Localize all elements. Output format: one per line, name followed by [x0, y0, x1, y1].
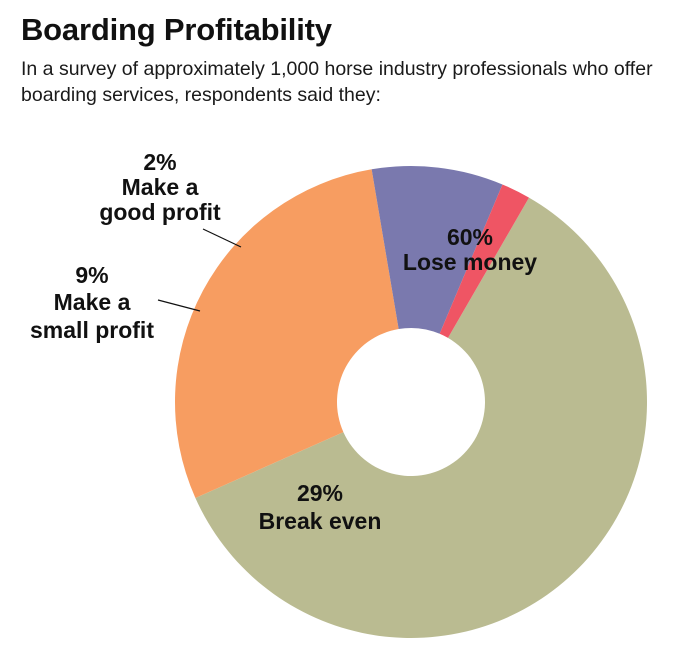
- chart-subtitle: In a survey of approximately 1,000 horse…: [21, 58, 653, 106]
- donut-slices: [175, 166, 648, 639]
- leader-line-good-profit: [202, 228, 242, 248]
- slice-label-break-even: Break even: [259, 508, 382, 534]
- slice-label-good-profit-line1: Make a: [122, 174, 199, 200]
- slice-make-a-good-profit: [439, 184, 529, 338]
- slice-label-small-profit-line1: Make a: [54, 289, 131, 315]
- slice-break-even: [175, 169, 399, 498]
- chart-title: Boarding Profitability: [21, 12, 332, 47]
- slice-make-a-small-profit: [371, 166, 503, 334]
- slice-label-small-profit-line2: small profit: [30, 317, 154, 343]
- slice-label-good-profit-line2: good profit: [99, 199, 221, 225]
- slice-label-lose-money-pct: 60%: [447, 224, 493, 250]
- slice-label-good-profit-pct: 2%: [143, 149, 176, 175]
- slice-label-small-profit-pct: 9%: [75, 262, 108, 288]
- leader-line-small-profit: [157, 299, 201, 312]
- slice-label-lose-money: Lose money: [403, 249, 537, 275]
- slice-lose-money: [195, 197, 648, 639]
- slice-label-break-even-pct: 29%: [297, 480, 343, 506]
